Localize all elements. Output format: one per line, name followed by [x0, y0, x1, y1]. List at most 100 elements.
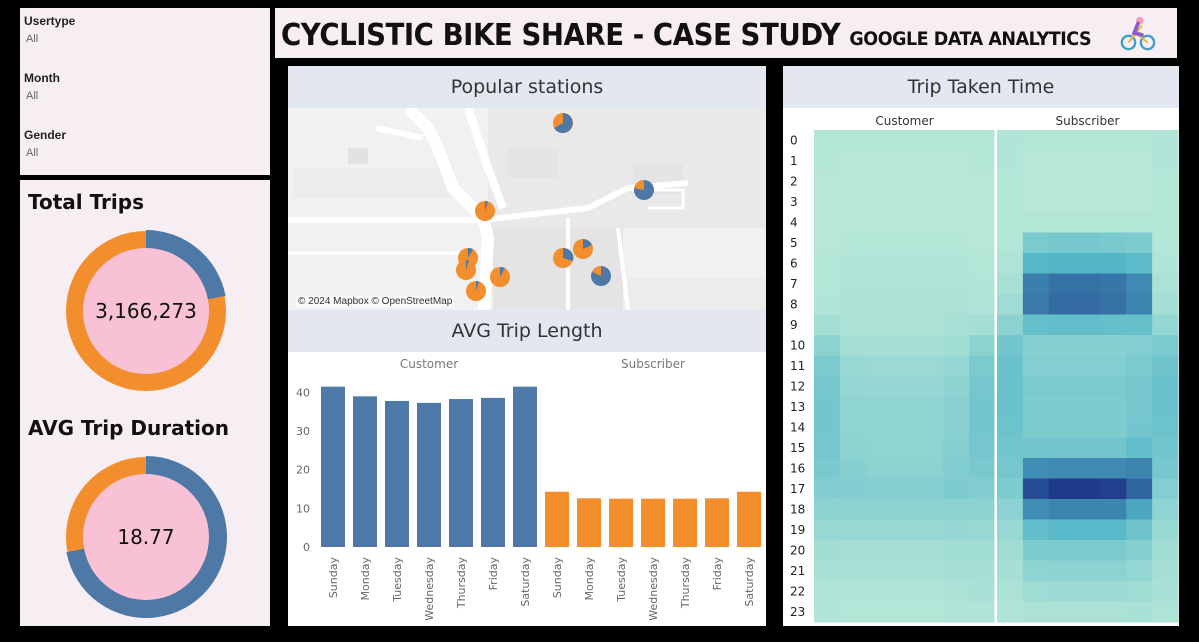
heatmap-cell[interactable] [943, 540, 970, 561]
heatmap-cell[interactable] [1100, 437, 1127, 459]
heatmap-cell[interactable] [997, 417, 1024, 438]
heatmap-cell[interactable] [1074, 212, 1101, 233]
heatmap-cell[interactable] [1048, 212, 1076, 233]
heatmap-cell[interactable] [1152, 437, 1179, 459]
heatmap-cell[interactable] [1074, 601, 1101, 623]
heatmap-cell[interactable] [1152, 376, 1179, 397]
heatmap-cell[interactable] [1022, 191, 1050, 213]
heatmap-cell[interactable] [943, 314, 970, 336]
heatmap-cell[interactable] [943, 253, 970, 274]
heatmap-cell[interactable] [917, 560, 944, 582]
heatmap-cell[interactable] [865, 150, 893, 172]
heatmap-cell[interactable] [814, 478, 841, 500]
heatmap-cell[interactable] [1048, 581, 1076, 602]
station-marker[interactable] [591, 266, 611, 286]
heatmap-cell[interactable] [1022, 540, 1050, 561]
heatmap-cell[interactable] [1100, 294, 1127, 315]
heatmap-cell[interactable] [839, 417, 867, 438]
stations-map[interactable]: © 2024 Mapbox © OpenStreetMap [288, 108, 766, 310]
heatmap-cell[interactable] [865, 273, 893, 295]
heatmap-cell[interactable] [1126, 601, 1153, 623]
heatmap-cell[interactable] [997, 150, 1024, 172]
heatmap-cell[interactable] [1022, 560, 1050, 582]
heatmap-cell[interactable] [969, 253, 996, 274]
heatmap-cell[interactable] [969, 560, 996, 582]
heatmap-cell[interactable] [917, 191, 944, 213]
heatmap-cell[interactable] [969, 273, 996, 295]
heatmap-cell[interactable] [839, 499, 867, 520]
heatmap-cell[interactable] [1126, 581, 1153, 602]
bar[interactable] [385, 400, 409, 547]
heatmap-cell[interactable] [891, 601, 918, 623]
heatmap-cell[interactable] [839, 212, 867, 233]
heatmap-cell[interactable] [1152, 253, 1179, 274]
heatmap-cell[interactable] [1152, 499, 1179, 520]
heatmap-cell[interactable] [1126, 519, 1153, 541]
heatmap-cell[interactable] [943, 499, 970, 520]
heatmap-cell[interactable] [969, 478, 996, 500]
heatmap-cell[interactable] [917, 212, 944, 233]
heatmap-cell[interactable] [1048, 478, 1076, 500]
heatmap-cell[interactable] [1022, 294, 1050, 315]
heatmap-cell[interactable] [1152, 458, 1179, 479]
heatmap-cell[interactable] [814, 335, 841, 356]
heatmap-cell[interactable] [814, 417, 841, 438]
heatmap-cell[interactable] [1126, 232, 1153, 254]
heatmap-cell[interactable] [997, 478, 1024, 500]
heatmap-cell[interactable] [839, 458, 867, 479]
heatmap-cell[interactable] [969, 171, 996, 192]
heatmap-cell[interactable] [839, 232, 867, 254]
heatmap-cell[interactable] [1074, 540, 1101, 561]
heatmap-cell[interactable] [839, 519, 867, 541]
heatmap-cell[interactable] [997, 355, 1024, 377]
heatmap-cell[interactable] [1074, 150, 1101, 172]
heatmap-cell[interactable] [997, 560, 1024, 582]
heatmap-cell[interactable] [1100, 581, 1127, 602]
gender-filter[interactable]: Gender All [24, 128, 66, 159]
heatmap-cell[interactable] [1126, 355, 1153, 377]
heatmap-cell[interactable] [997, 253, 1024, 274]
heatmap-cell[interactable] [1074, 314, 1101, 336]
heatmap-cell[interactable] [1022, 335, 1050, 356]
bar[interactable] [417, 402, 441, 547]
heatmap-cell[interactable] [997, 376, 1024, 397]
heatmap-cell[interactable] [865, 560, 893, 582]
heatmap-cell[interactable] [839, 581, 867, 602]
heatmap-cell[interactable] [1126, 171, 1153, 192]
heatmap-cell[interactable] [1022, 171, 1050, 192]
heatmap-cell[interactable] [997, 191, 1024, 213]
heatmap-cell[interactable] [1022, 396, 1050, 418]
heatmap-cell[interactable] [865, 601, 893, 623]
heatmap-cell[interactable] [1152, 478, 1179, 500]
bar[interactable] [673, 498, 697, 547]
heatmap-cell[interactable] [1022, 314, 1050, 336]
heatmap-cell[interactable] [1152, 601, 1179, 623]
heatmap-cell[interactable] [1022, 437, 1050, 459]
heatmap-cell[interactable] [1100, 458, 1127, 479]
heatmap-cell[interactable] [969, 294, 996, 315]
heatmap-cell[interactable] [1022, 601, 1050, 623]
station-marker[interactable] [456, 260, 476, 280]
heatmap-cell[interactable] [1100, 478, 1127, 500]
heatmap-cell[interactable] [891, 478, 918, 500]
heatmap-cell[interactable] [1152, 212, 1179, 233]
heatmap-cell[interactable] [917, 437, 944, 459]
bar[interactable] [705, 498, 729, 547]
station-marker[interactable] [475, 201, 495, 221]
heatmap-cell[interactable] [839, 478, 867, 500]
heatmap-cell[interactable] [814, 273, 841, 295]
heatmap-cell[interactable] [865, 499, 893, 520]
heatmap-cell[interactable] [1022, 273, 1050, 295]
heatmap-cell[interactable] [1048, 396, 1076, 418]
heatmap-cell[interactable] [1152, 355, 1179, 377]
heatmap-cell[interactable] [839, 601, 867, 623]
heatmap-cell[interactable] [1048, 171, 1076, 192]
heatmap-cell[interactable] [865, 191, 893, 213]
heatmap-cell[interactable] [997, 437, 1024, 459]
heatmap-cell[interactable] [1100, 396, 1127, 418]
heatmap-cell[interactable] [969, 519, 996, 541]
heatmap-cell[interactable] [814, 150, 841, 172]
heatmap-cell[interactable] [891, 396, 918, 418]
heatmap-cell[interactable] [997, 130, 1024, 151]
heatmap-cell[interactable] [839, 253, 867, 274]
